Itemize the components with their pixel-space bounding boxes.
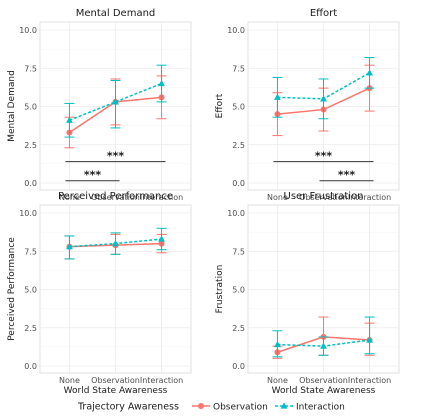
y-tick-label: 0.0 [24,362,37,371]
x-tick-label: None [59,193,80,202]
y-tick-label: 2.5 [232,324,245,333]
x-tick-label: Observation [91,376,140,385]
x-tick-label: Observation [299,193,348,202]
y-axis-label: Frustration [215,265,225,314]
panel-title: Mental Demand [76,8,156,19]
interaction-point [366,336,373,343]
panel-1: 0.0 2.5 5.0 7.5 10.0 None Observation Interacti… [7,8,192,202]
x-tick-label: Observation [299,376,348,385]
interaction-point [158,235,165,242]
x-axis-label: World State Awareness [272,386,376,396]
x-tick-label: Interaction [348,376,391,385]
significance-label: *** [338,169,356,182]
x-tick-label: None [267,376,288,385]
interaction-point [320,95,327,102]
x-tick-label: None [59,376,80,385]
y-tick-label: 7.5 [232,247,245,256]
x-tick-label: Interaction [140,193,183,202]
panel-title: User Frustration [284,191,364,202]
significance-label: *** [315,150,333,163]
y-tick-label: 5.0 [232,286,245,295]
interaction-series-line [69,82,162,121]
legend-title: Trajectory Awareness [77,402,179,413]
x-tick-label: None [267,193,288,202]
y-tick-label: 10.0 [19,26,37,35]
legend-interaction-marker [280,402,288,409]
y-axis-label: Mental Demand [7,70,17,142]
y-tick-label: 7.5 [232,64,245,73]
legend: Trajectory Awareness Observation Interacti… [77,402,345,413]
interaction-point [274,93,281,100]
panel-2: 0.0 2.5 5.0 7.5 10.0 None Observation Interacti… [215,8,400,202]
y-tick-label: 2.5 [24,324,37,333]
y-tick-label: 7.5 [24,247,37,256]
y-tick-label: 0.0 [24,179,37,188]
y-tick-label: 2.5 [24,141,37,150]
y-tick-label: 0.0 [232,362,245,371]
x-tick-label: Interaction [348,193,391,202]
panel-title: Perceived Performance [58,191,173,202]
y-tick-label: 0.0 [232,179,245,188]
y-tick-label: 10.0 [227,26,245,35]
panel-title: Effort [310,8,337,19]
x-tick-label: Interaction [140,376,183,385]
x-tick-label: Observation [91,193,140,202]
interaction-point [66,116,73,123]
interaction-point [158,79,165,87]
y-tick-label: 5.0 [24,286,37,295]
interaction-point [320,342,327,349]
interaction-point [366,69,373,76]
interaction-point [112,240,119,247]
y-tick-label: 7.5 [24,64,37,73]
x-axis-label: World State Awareness [64,386,168,396]
y-tick-label: 10.0 [227,209,245,218]
interaction-point [274,340,281,348]
legend-interaction-label: Interaction [296,403,345,413]
significance-label: *** [84,169,102,182]
interaction-point [66,243,73,250]
y-axis-label: Perceived Performance [7,237,17,341]
interaction-point [112,98,119,105]
y-tick-label: 5.0 [232,103,245,112]
y-axis-label: Effort [215,93,225,118]
y-tick-label: 10.0 [19,209,37,218]
y-tick-label: 5.0 [24,103,37,112]
y-tick-label: 2.5 [232,141,245,150]
legend-observation-marker [198,403,204,409]
legend-observation-label: Observation [213,403,268,413]
significance-label: *** [107,150,125,163]
